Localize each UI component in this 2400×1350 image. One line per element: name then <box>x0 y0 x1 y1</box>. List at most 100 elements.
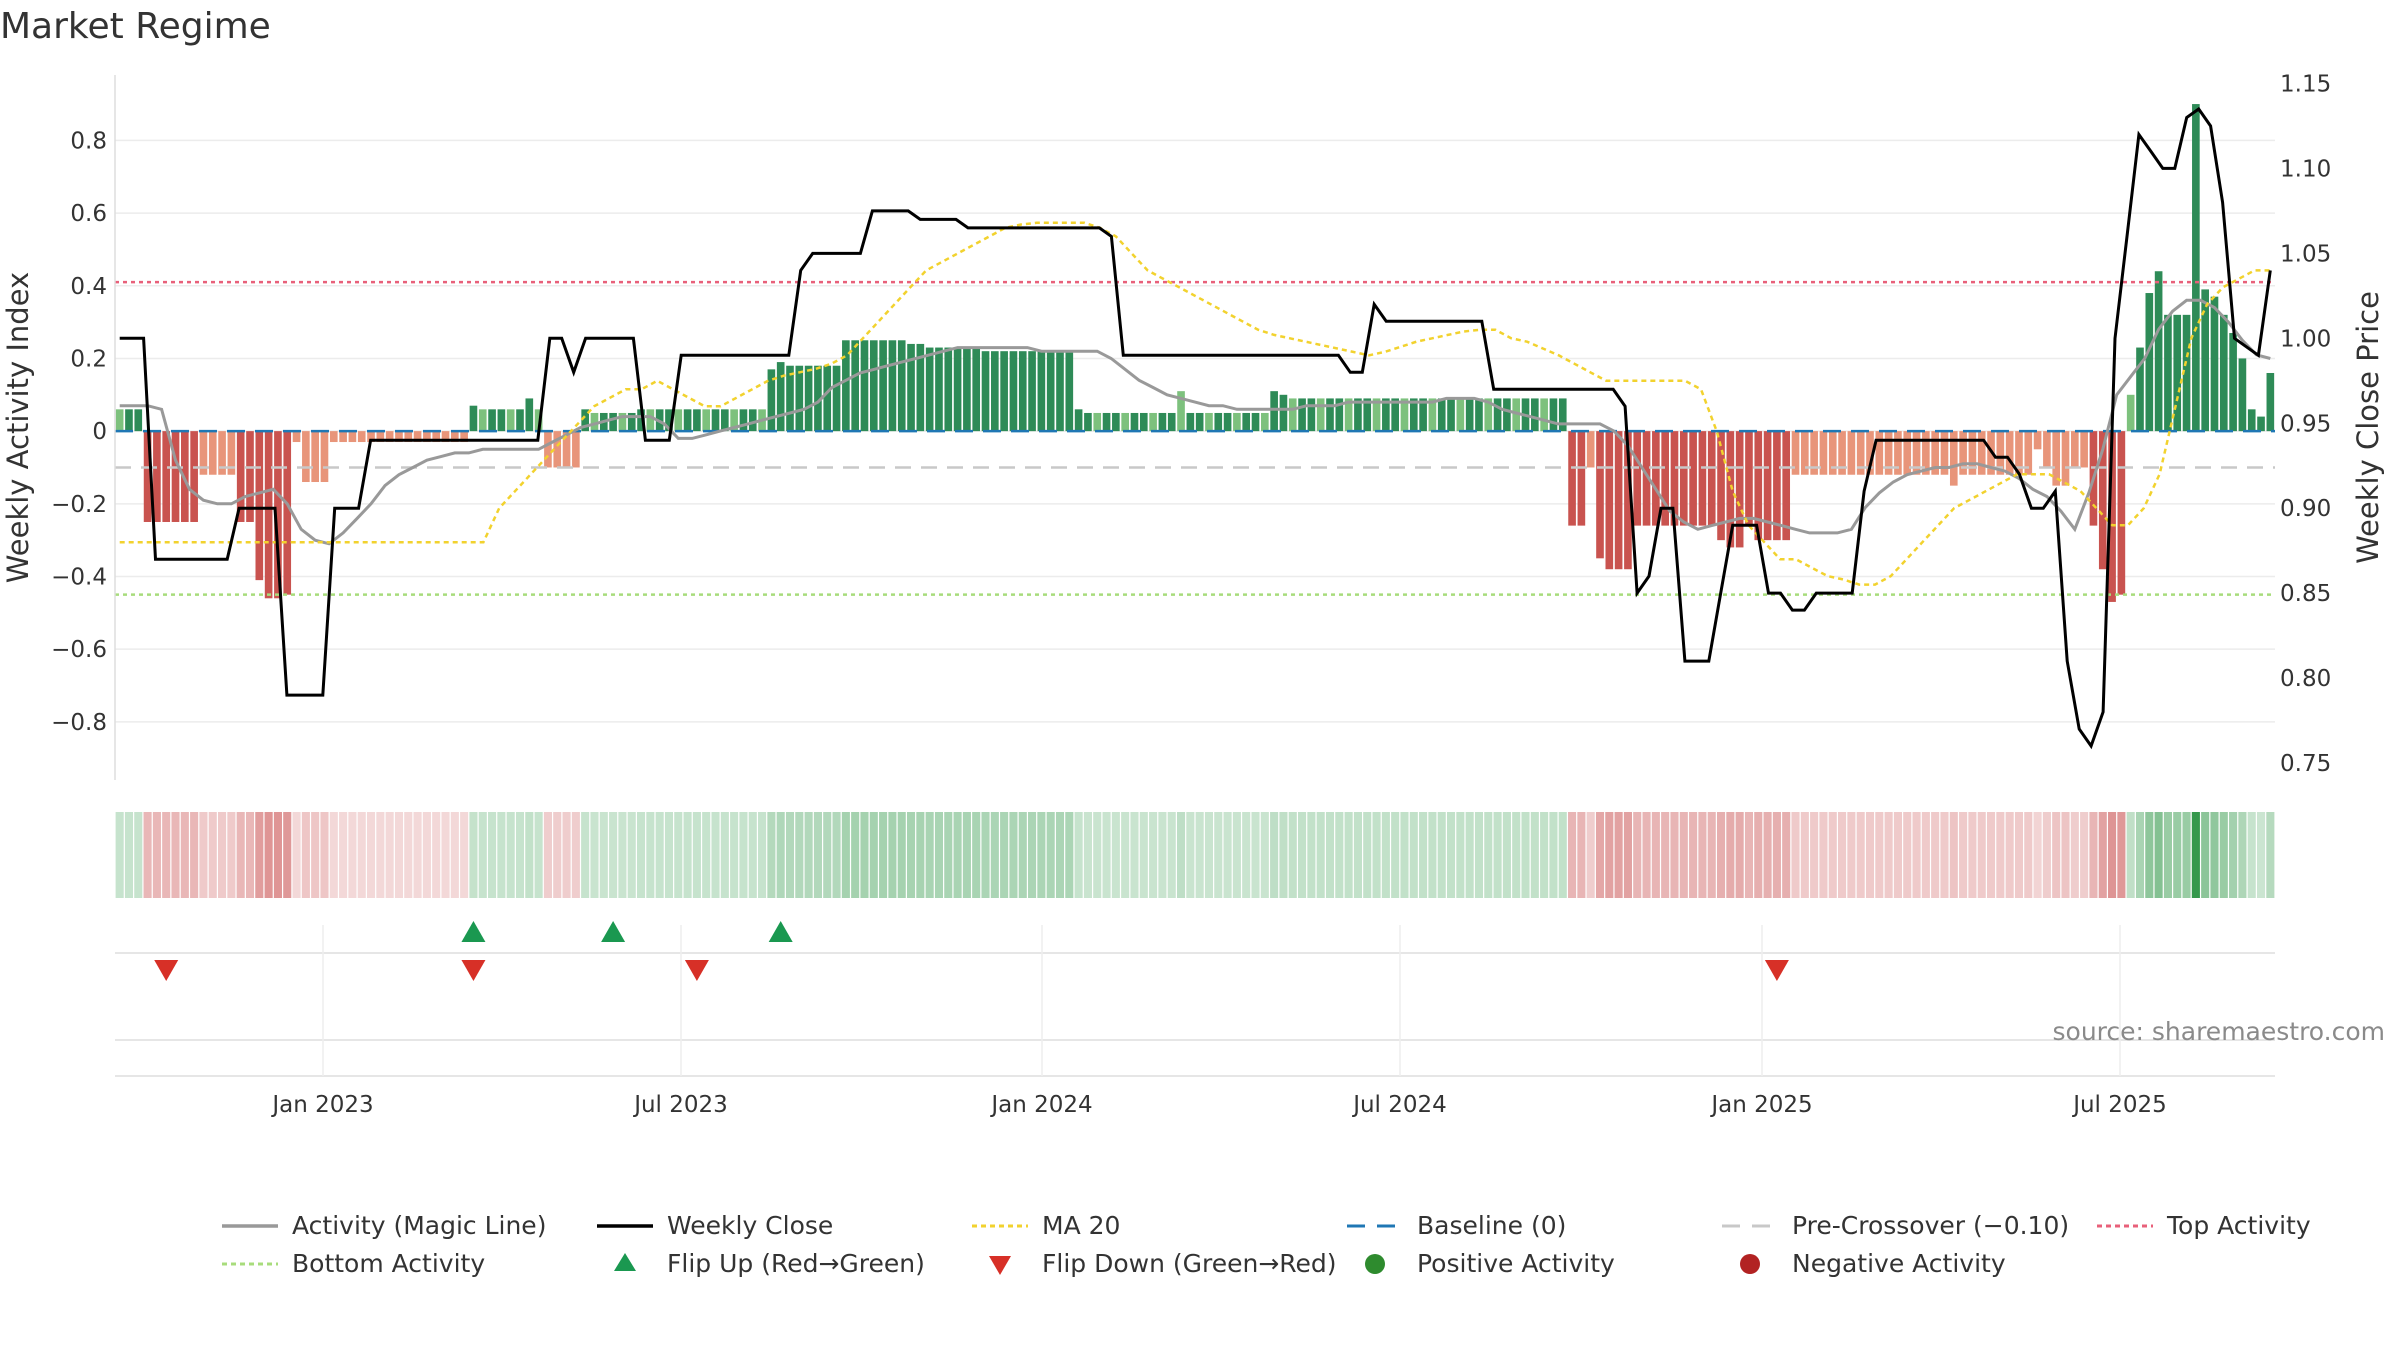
regime-cell <box>1325 812 1335 898</box>
activity-bar <box>311 431 319 483</box>
source-label: source: sharemaestro.com <box>2053 1017 2386 1046</box>
regime-cell <box>1512 812 1521 898</box>
regime-cell <box>1828 812 1837 898</box>
regime-cell <box>1344 812 1353 898</box>
activity-bar <box>451 431 459 443</box>
regime-cell <box>1959 812 1968 898</box>
legend-item: Positive Activity <box>1365 1249 1615 1278</box>
activity-bar <box>441 431 450 443</box>
activity-bar <box>1139 412 1148 432</box>
activity-bar <box>814 365 822 432</box>
activity-bar <box>1624 431 1632 570</box>
activity-bar <box>767 369 776 432</box>
activity-bar <box>1279 394 1288 432</box>
regime-cell <box>739 812 748 898</box>
activity-bar <box>1391 398 1399 432</box>
regime-cell <box>1028 812 1037 898</box>
y-axis-title: Weekly Activity Index <box>1 272 35 583</box>
activity-bar <box>534 409 543 432</box>
activity-bar <box>1586 431 1595 468</box>
activity-bar <box>1158 412 1167 432</box>
activity-bar <box>544 431 552 468</box>
activity-bar <box>1233 412 1241 432</box>
regime-cell <box>329 812 338 898</box>
activity-bar <box>944 347 953 432</box>
activity-bar <box>1633 431 1642 526</box>
regime-cell <box>1195 812 1204 898</box>
legend-item: Flip Up (Red→Green) <box>614 1249 925 1278</box>
regime-cell <box>1288 812 1297 898</box>
regime-cell <box>236 812 245 898</box>
activity-bar <box>1856 431 1865 475</box>
regime-cell <box>2256 812 2266 898</box>
legend-label: Pre-Crossover (−0.10) <box>1792 1211 2069 1240</box>
regime-cell <box>2247 812 2256 898</box>
regime-cell <box>1391 812 1400 898</box>
regime-cell <box>301 812 310 898</box>
regime-cell <box>2070 812 2079 898</box>
activity-bar <box>925 347 934 432</box>
activity-bar <box>572 431 580 468</box>
activity-bar <box>1261 412 1269 432</box>
y-tick-label: −0.4 <box>51 564 107 590</box>
activity-bar <box>590 412 599 432</box>
regime-cell <box>543 812 552 898</box>
flip-down-marker <box>154 960 179 981</box>
regime-cell <box>581 812 590 898</box>
regime-cell <box>609 812 618 898</box>
activity-bar <box>627 412 636 432</box>
regime-cell <box>571 812 580 898</box>
y-tick-label: −0.2 <box>51 492 107 518</box>
regime-cell <box>1316 812 1325 898</box>
activity-bar <box>786 365 794 432</box>
regime-cell <box>2210 812 2219 898</box>
regime-cell <box>869 812 878 898</box>
legend-item: Top Activity <box>2097 1211 2311 1240</box>
activity-bar <box>2024 431 2033 475</box>
regime-cell <box>255 812 264 898</box>
regime-cell <box>1279 812 1288 898</box>
regime-cell <box>1446 812 1456 898</box>
activity-bar <box>2126 394 2135 432</box>
legend-swatch <box>1740 1254 1760 1274</box>
activity-bar <box>2080 431 2088 468</box>
activity-bar <box>2173 314 2182 432</box>
activity-bar <box>618 412 627 432</box>
activity-bar <box>423 431 431 443</box>
regime-cell <box>1381 812 1390 898</box>
legend-item: Negative Activity <box>1740 1249 2006 1278</box>
activity-bar <box>1577 431 1586 526</box>
activity-bar <box>376 431 385 443</box>
activity-bar <box>730 409 738 432</box>
y2-tick-label: 1.15 <box>2280 71 2331 97</box>
regime-cell <box>227 812 236 898</box>
regime-cell <box>2173 812 2182 898</box>
activity-bar <box>1931 431 1939 475</box>
activity-bar <box>674 409 683 432</box>
activity-bar <box>488 409 496 432</box>
activity-bar <box>1754 431 1763 541</box>
y2-tick-label: 1.00 <box>2280 326 2331 352</box>
activity-bar <box>1940 431 1949 475</box>
regime-cell <box>813 812 822 898</box>
regime-cell <box>2042 812 2051 898</box>
regime-cell <box>2145 812 2154 898</box>
activity-bar <box>1652 431 1660 526</box>
regime-cell <box>357 812 366 898</box>
regime-cell <box>1931 812 1940 898</box>
activity-bar <box>404 431 413 443</box>
activity-bar <box>2192 104 2200 432</box>
activity-bar <box>665 409 673 432</box>
activity-bar <box>2164 314 2172 432</box>
regime-cell <box>1977 812 1986 898</box>
regime-cell <box>1260 812 1269 898</box>
regime-cell <box>1232 812 1241 898</box>
activity-bar <box>1558 398 1567 432</box>
activity-bar <box>1018 351 1027 432</box>
regime-cell <box>311 812 320 898</box>
x-tick-label: Jan 2023 <box>270 1092 373 1118</box>
activity-bar <box>2098 431 2107 570</box>
regime-cell <box>972 812 981 898</box>
legend-label: Flip Down (Green→Red) <box>1042 1249 1337 1278</box>
